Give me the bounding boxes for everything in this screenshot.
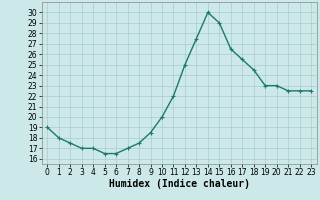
X-axis label: Humidex (Indice chaleur): Humidex (Indice chaleur): [109, 179, 250, 189]
